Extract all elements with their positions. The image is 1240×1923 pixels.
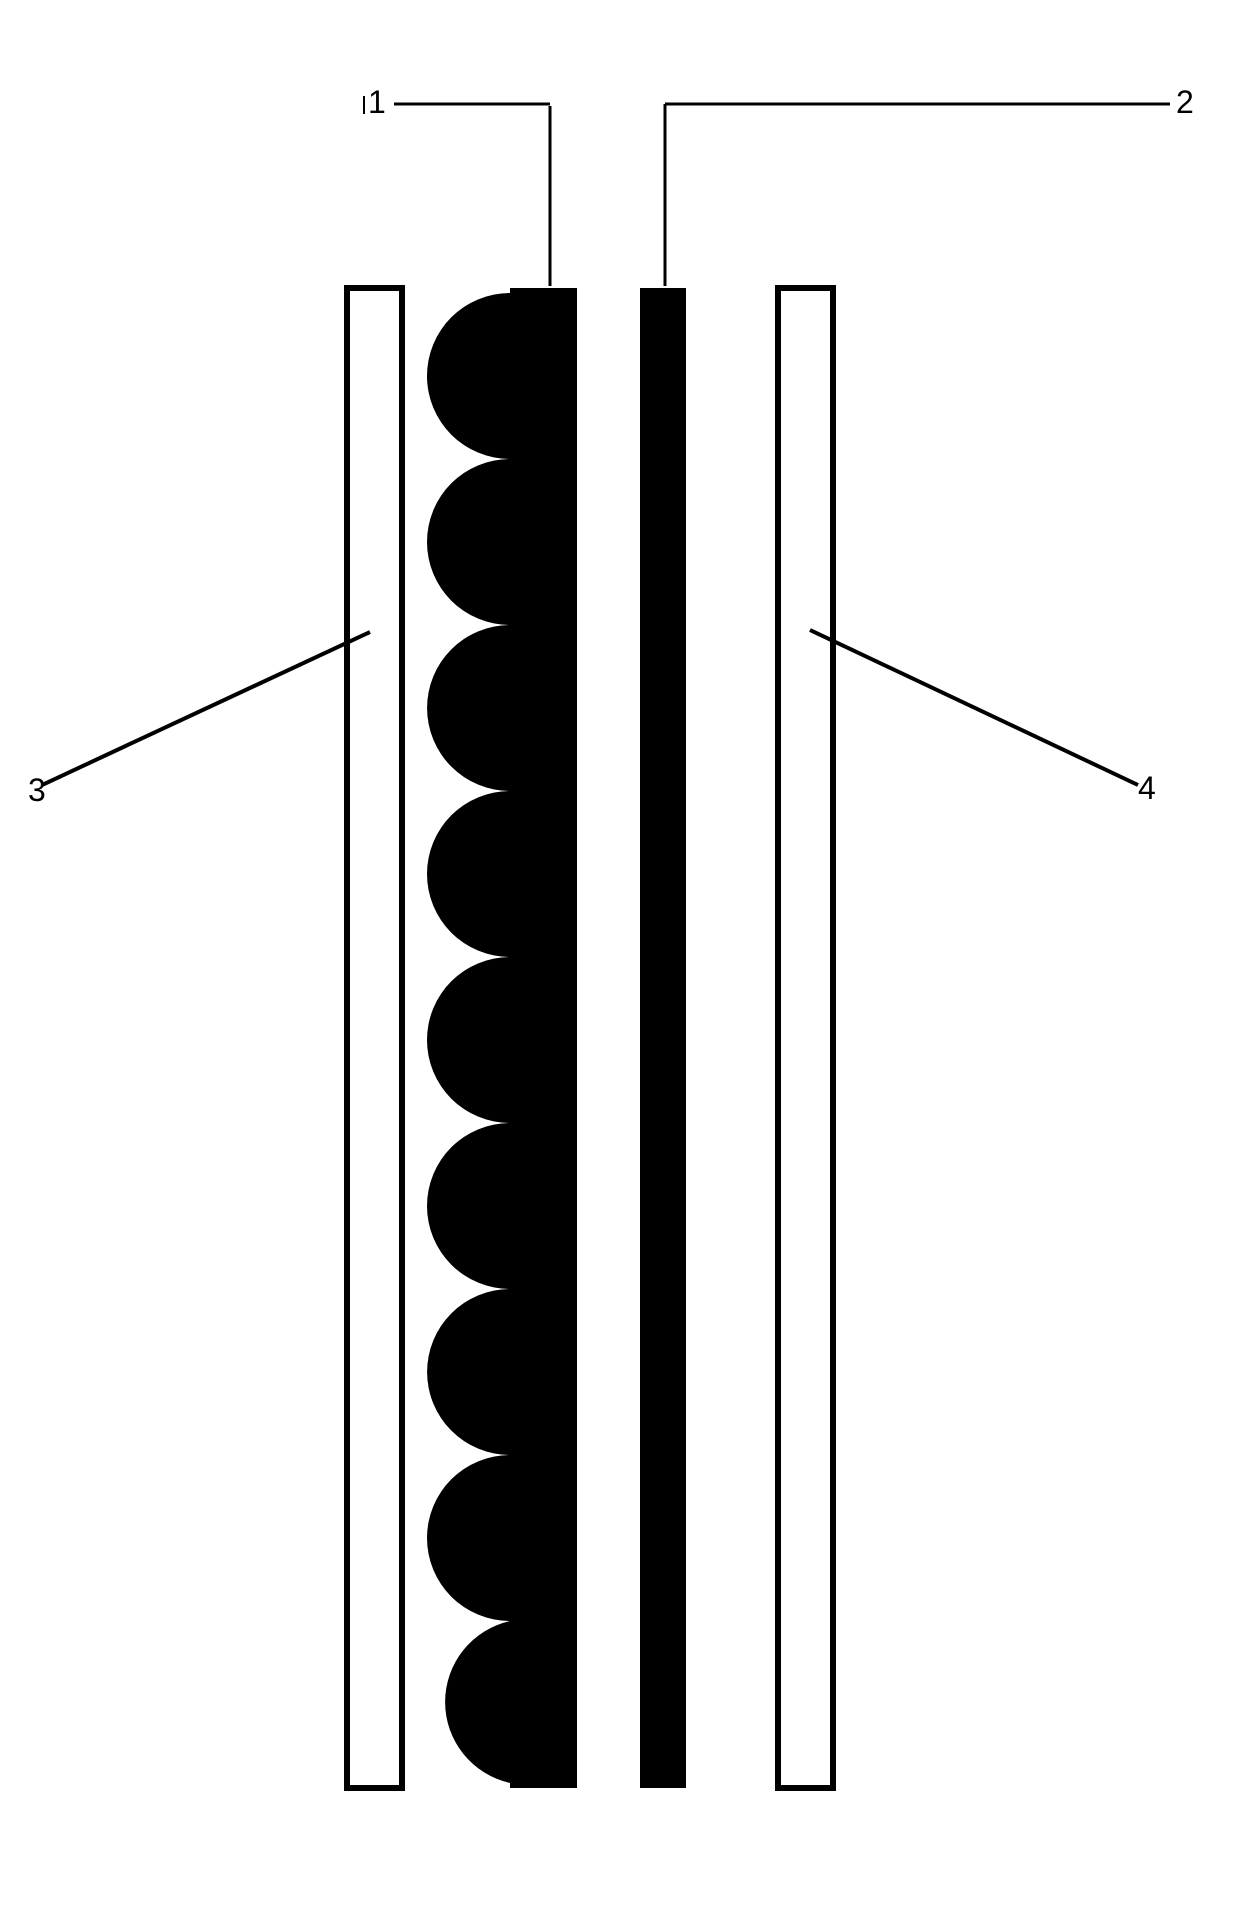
leader-line-3 bbox=[42, 632, 370, 785]
leader-line-4 bbox=[810, 630, 1138, 785]
bumpy-layer bbox=[427, 288, 577, 1788]
label-2: 2 bbox=[1176, 84, 1194, 121]
center-bar bbox=[640, 288, 686, 1788]
label-3: 3 bbox=[28, 772, 46, 809]
label-1: 1 bbox=[368, 84, 386, 121]
outer-plate-left bbox=[347, 288, 402, 1788]
technical-diagram: 1 2 3 4 bbox=[0, 0, 1240, 1923]
outer-plate-right bbox=[778, 288, 833, 1788]
label-4: 4 bbox=[1138, 770, 1156, 807]
diagram-svg bbox=[0, 0, 1240, 1923]
